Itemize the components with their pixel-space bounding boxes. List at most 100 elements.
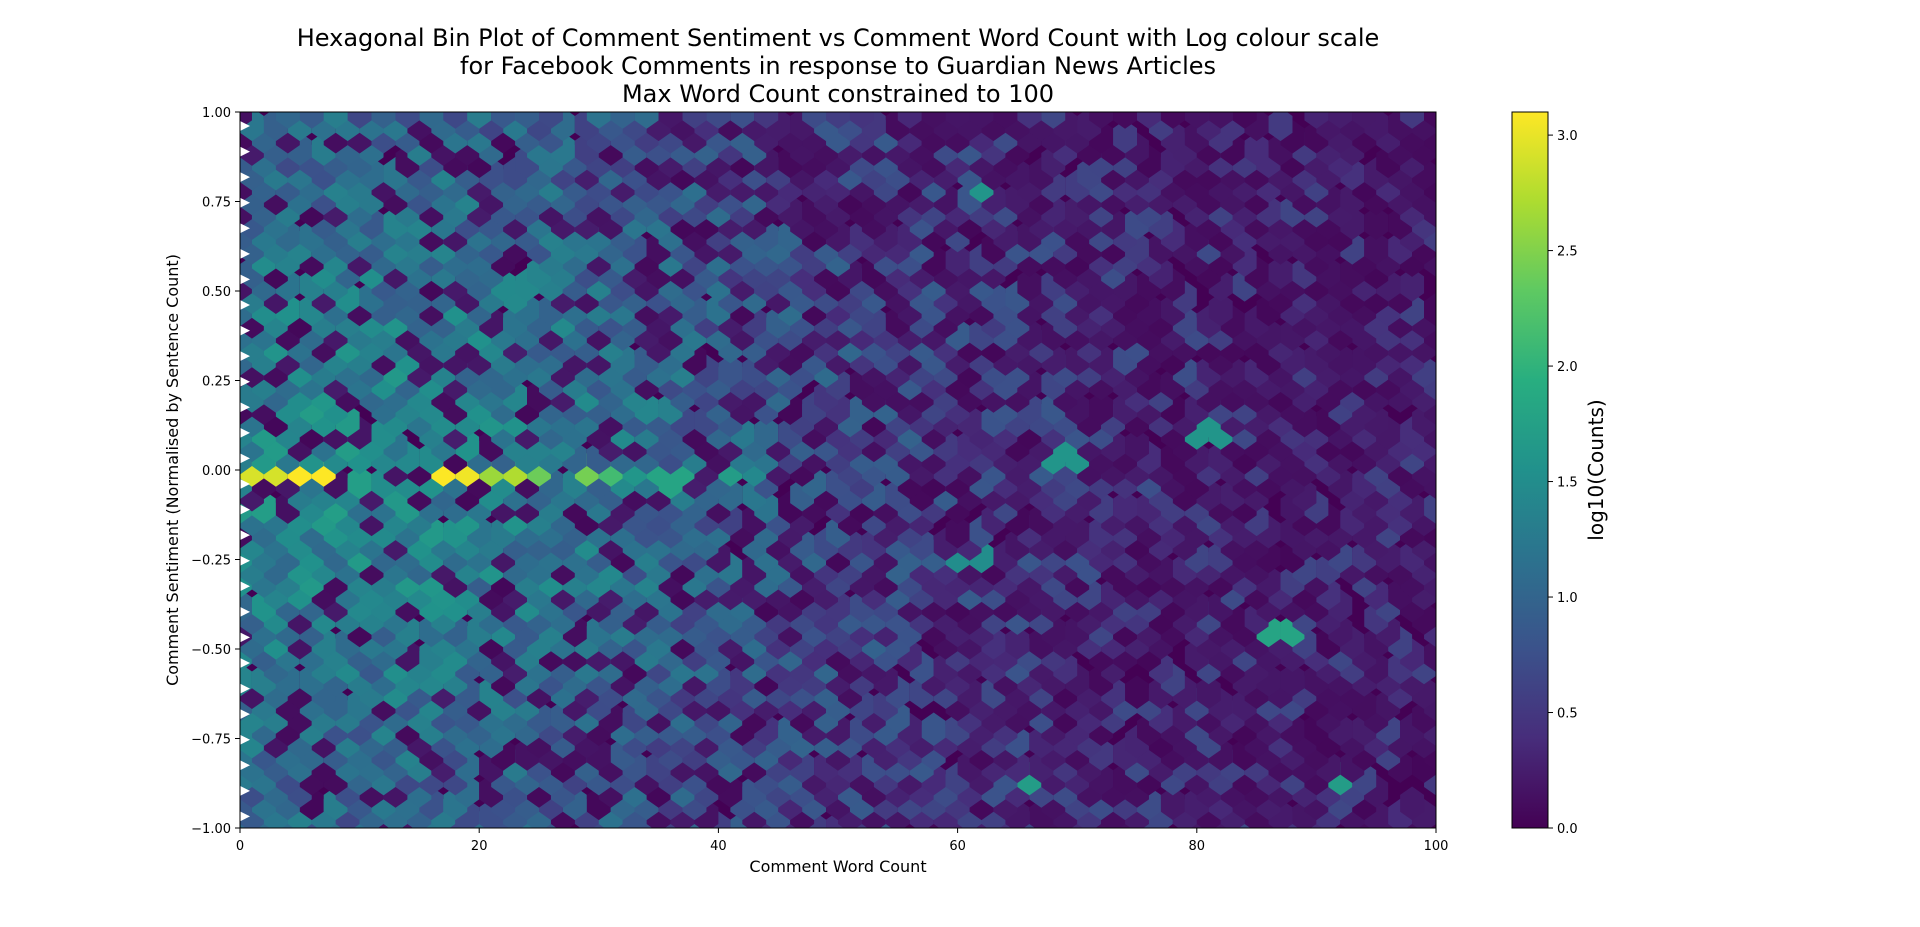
edge-notch	[240, 248, 250, 259]
hexbin-cell	[1436, 330, 1460, 364]
hexbin-cell	[1436, 552, 1460, 586]
hexbin-cell	[1436, 527, 1460, 561]
hexbin-cell	[993, 112, 1018, 129]
hexbin-cell	[1436, 305, 1460, 339]
colorbar: 0.0 0.5 1.0 1.5 2.0 2.5 3.0 log10(Counts)	[1511, 111, 1608, 837]
hexbin-cell	[1184, 112, 1209, 129]
edge-notch	[240, 223, 250, 234]
x-tick-label: 40	[710, 839, 727, 854]
hexbin-cell	[1364, 231, 1389, 265]
hexbin-cell	[706, 112, 731, 129]
x-axis-label: Comment Word Count	[749, 857, 926, 876]
edge-notch	[240, 121, 250, 131]
edge-notch	[240, 197, 250, 208]
colorbar-tick-label: 2.5	[1557, 245, 1578, 260]
edge-notch	[240, 146, 250, 157]
hexbin-cells	[240, 108, 1460, 833]
hexbin-cell	[1436, 675, 1460, 709]
title-line-3: Max Word Count constrained to 100	[622, 80, 1054, 108]
hexbin-cell	[1436, 453, 1460, 487]
hexbin-cell	[1400, 112, 1425, 129]
hexbin-cell	[1436, 379, 1460, 413]
hexbin-cell	[1160, 786, 1185, 821]
hexbin-cell	[1436, 749, 1460, 783]
hexbin-cell	[921, 112, 946, 129]
edge-notch	[240, 606, 250, 617]
hexbin-cell	[634, 112, 659, 129]
hexbin-cell	[945, 243, 970, 277]
hexbin-cell	[586, 112, 611, 129]
hexbin-cell	[1424, 112, 1436, 129]
hexbin-cell	[849, 112, 874, 129]
colorbar-tick-label: 1.0	[1557, 591, 1578, 606]
hexbin-cell	[969, 112, 994, 129]
edge-notch	[240, 555, 250, 566]
hexbin-cell	[1017, 268, 1042, 302]
hexbin-cell	[1436, 478, 1460, 512]
edge-notch	[240, 402, 250, 413]
colorbar-label: log10(Counts)	[1584, 399, 1608, 540]
hexbin-cell	[1208, 112, 1233, 129]
hexbin-cell	[1113, 490, 1137, 524]
hexbin-cell	[1160, 112, 1185, 129]
hexbin-cell	[1113, 119, 1137, 154]
hexbin-cell	[1244, 132, 1269, 166]
hexbin-cell	[347, 112, 372, 129]
hexbin-cell	[754, 112, 779, 129]
hexbin-cell	[945, 514, 970, 549]
colorbar-tick-label: 2.0	[1557, 360, 1578, 375]
hexbin-cell	[1089, 391, 1114, 426]
hexbin-cell	[1436, 799, 1460, 833]
edge-notch	[240, 632, 250, 643]
x-tick-label: 0	[236, 839, 244, 854]
colorbar-tick-label: 0.0	[1557, 822, 1578, 837]
hexbin-cell	[1113, 112, 1137, 129]
hexbin-cell	[1436, 108, 1460, 142]
hexbin-cell	[323, 112, 348, 129]
y-axis-label: Comment Sentiment (Normalised by Sentenc…	[163, 254, 182, 686]
hexbin-cell	[275, 112, 300, 129]
hexbin-cell	[419, 112, 444, 129]
hexbin-cell	[1436, 626, 1460, 660]
hexbin-cell	[1196, 675, 1221, 709]
edge-notch	[240, 274, 250, 285]
edge-notch	[240, 709, 250, 720]
hexbin-cell	[1352, 112, 1377, 129]
colorbar-gradient	[1511, 111, 1549, 829]
edge-notch	[240, 427, 250, 438]
hexbin-cell	[1436, 700, 1460, 734]
hexbin-cell	[658, 112, 683, 129]
hexbin-cell	[1436, 725, 1460, 759]
y-tick-label: −0.25	[191, 554, 231, 569]
hexbin-cell	[1125, 428, 1149, 463]
hexbin-cell	[1436, 503, 1460, 537]
hexbin-cell	[1041, 112, 1066, 129]
y-axis: −1.00 −0.75 −0.50 −0.25 0.00 0.25 0.50 0.75 1.00	[191, 106, 240, 837]
hexbin-cell	[539, 112, 563, 129]
hexbin-cell	[1280, 663, 1305, 697]
y-tick-label: 1.00	[202, 106, 231, 121]
hexbin-cell	[1364, 206, 1389, 240]
hexbin-cell	[1436, 231, 1460, 265]
hexbin-cell	[610, 112, 635, 129]
colorbar-tick-label: 1.5	[1557, 476, 1578, 491]
hexbin-cell	[802, 112, 827, 129]
hexbin-cell	[730, 112, 755, 129]
hexbin-cell	[1137, 112, 1161, 129]
hexbin-cell	[1005, 626, 1030, 660]
x-tick-label: 20	[471, 839, 488, 854]
hexbin-cell	[1436, 774, 1460, 808]
chart-title: Hexagonal Bin Plot of Comment Sentiment …	[297, 24, 1380, 108]
x-tick-label: 80	[1189, 839, 1206, 854]
hexbin-cell	[1089, 112, 1114, 129]
hexbin-cell	[1436, 354, 1460, 388]
edge-notch	[240, 479, 250, 489]
edge-notch	[240, 300, 250, 310]
edge-notch	[240, 325, 250, 336]
y-tick-label: 0.50	[202, 285, 231, 300]
edge-notch	[240, 734, 250, 745]
colorbar-ticks: 0.0 0.5 1.0 1.5 2.0 2.5 3.0	[1548, 129, 1578, 837]
y-tick-label: −0.75	[191, 733, 231, 748]
hexbin-cell	[1400, 268, 1425, 302]
hexbin-cell	[515, 112, 539, 129]
